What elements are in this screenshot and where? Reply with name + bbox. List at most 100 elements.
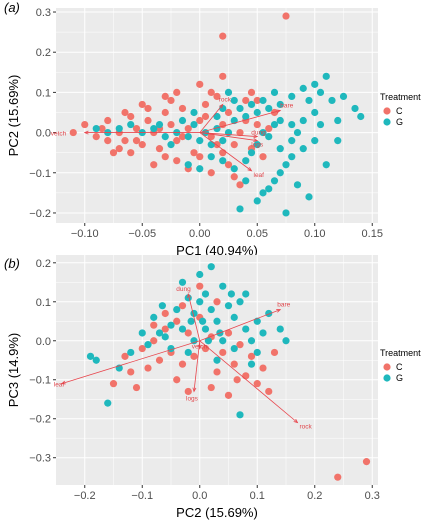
data-point-c [167, 96, 175, 105]
y-tick-label: −0.1 [29, 375, 51, 387]
data-point-c [224, 391, 233, 399]
data-point-g [144, 341, 152, 349]
data-point-g [265, 104, 273, 113]
data-point-g [242, 177, 250, 185]
data-point-c [236, 341, 244, 349]
data-point-c [253, 380, 261, 388]
data-point-c [242, 372, 250, 380]
data-point-g [247, 100, 256, 109]
data-point-g [127, 348, 135, 357]
loading-label-logs: logs [186, 395, 199, 402]
data-point-g [236, 205, 244, 213]
data-point-c [259, 364, 267, 372]
loading-label-bare: bare [280, 102, 293, 109]
biplot-panel-b: −0.2 −0.1 0.0 0.1 0.2 0.3 −0.3 −0.2 −0.1 0.0 0.1 0.… [4, 255, 380, 520]
data-point-g [219, 337, 227, 345]
data-point-g [322, 72, 330, 80]
legend-panel-a: Treatment CG [380, 92, 421, 127]
y-tick-label: 0.1 [36, 297, 51, 309]
x-axis-title: PC2 (15.69%) [176, 505, 258, 520]
data-point-c [98, 124, 106, 133]
loading-arrowhead-vetch [197, 344, 202, 350]
data-point-g [104, 399, 112, 407]
data-point-c [242, 96, 250, 105]
data-point-c [127, 149, 135, 157]
data-point-c [196, 153, 204, 161]
legend-key-g [383, 118, 391, 126]
legend-key-c [383, 363, 391, 371]
data-point-c [219, 32, 227, 40]
data-point-g [311, 137, 319, 145]
loading-vector-logs [193, 340, 201, 392]
data-point-g [201, 325, 210, 333]
y-tick-label: −0.3 [29, 453, 51, 465]
data-point-g [207, 153, 215, 161]
data-point-c [213, 92, 221, 101]
data-point-c [270, 348, 279, 357]
data-point-c [247, 88, 256, 96]
data-point-c [253, 96, 261, 105]
data-point-g [207, 141, 215, 149]
data-point-g [288, 137, 296, 145]
data-point-g [219, 282, 227, 290]
data-point-g [224, 88, 233, 96]
loading-arrowhead-leaf [247, 167, 253, 172]
data-point-g [282, 209, 290, 217]
y-tick-label: 0.3 [36, 7, 51, 19]
data-point-g [247, 149, 256, 157]
data-point-c [144, 104, 152, 113]
data-point-c [178, 104, 187, 113]
data-point-c [219, 149, 227, 157]
data-point-g [276, 116, 284, 125]
data-point-g [276, 100, 284, 109]
data-point-c [150, 321, 158, 329]
data-point-c [155, 145, 164, 153]
data-point-c [173, 317, 181, 325]
data-point-c [109, 149, 118, 157]
data-point-c [150, 161, 158, 169]
data-point-c [207, 88, 215, 96]
data-point-c [127, 368, 135, 376]
loading-vector-dung [187, 293, 201, 341]
data-point-g [219, 137, 227, 145]
data-point-c [224, 108, 233, 117]
loading-vector-rock [199, 104, 224, 133]
loading-arrowhead-logs [192, 387, 197, 393]
data-point-g [339, 92, 348, 101]
data-point-g [357, 112, 365, 121]
data-point-c [270, 108, 279, 117]
x-tick-label: −0.10 [71, 228, 99, 240]
legend-title: Treatment [380, 348, 421, 358]
data-point-c [196, 80, 204, 88]
data-point-g [276, 145, 284, 153]
loading-label-rock: rock [219, 96, 232, 103]
data-point-g [299, 116, 307, 125]
data-point-c [265, 387, 273, 396]
data-point-g [293, 128, 302, 137]
loading-label-leaf: leaf [254, 172, 265, 179]
data-point-g [167, 321, 175, 329]
data-point-g [230, 344, 238, 353]
biplot-panel-a: −0.10 −0.05 0.00 0.05 0.10 0.15 −0.2 −0.1 0.0 0.1… [4, 0, 383, 258]
data-point-g [204, 337, 212, 345]
data-point-g [150, 313, 158, 321]
data-point-c [213, 298, 221, 306]
data-point-g [184, 132, 192, 141]
data-point-c [213, 368, 221, 376]
data-point-g [213, 112, 221, 121]
data-point-c [161, 153, 169, 161]
data-point-c [173, 157, 181, 165]
data-point-g [270, 177, 279, 185]
data-point-g [265, 309, 273, 318]
data-point-g [259, 329, 267, 337]
loading-label-rock: rock [300, 424, 313, 431]
data-point-c [121, 108, 129, 117]
data-point-g [288, 153, 296, 161]
data-point-g [138, 329, 146, 337]
data-point-c [121, 352, 129, 360]
loading-arrowhead-bare [276, 309, 282, 313]
data-point-g [282, 337, 290, 345]
loading-vector-bare [199, 110, 281, 133]
loading-vector-bare [199, 309, 281, 342]
data-point-g [92, 124, 100, 133]
